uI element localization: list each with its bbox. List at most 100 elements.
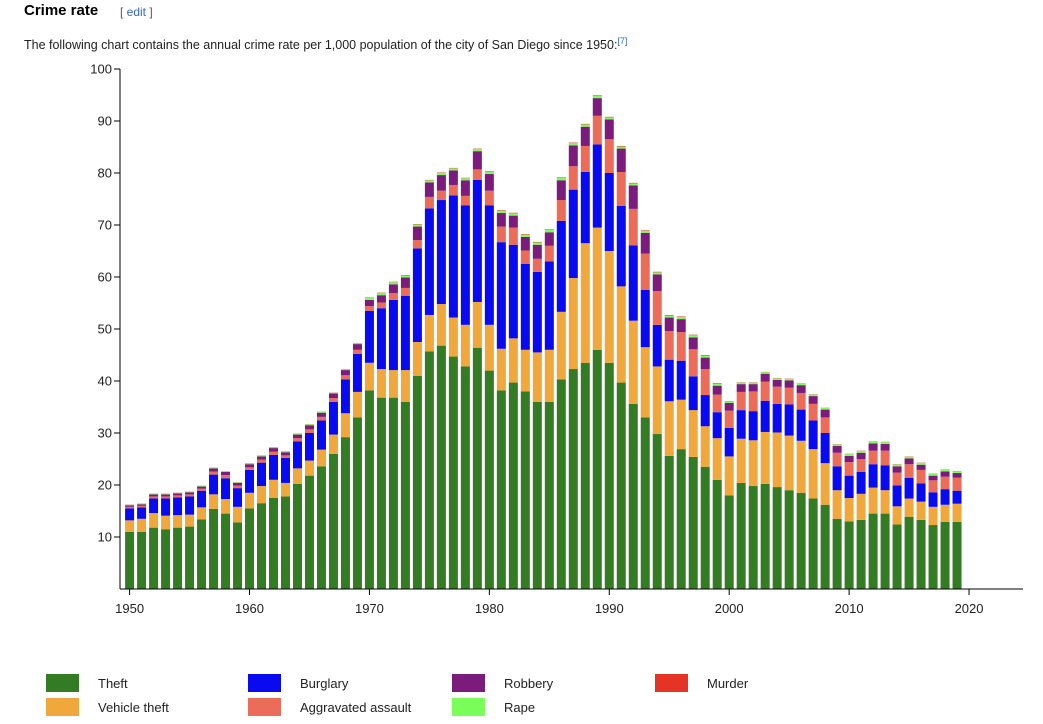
- bar-segment: [940, 469, 950, 472]
- bar-segment: [820, 433, 830, 464]
- bar-segment: [952, 503, 962, 522]
- bar-segment: [748, 384, 758, 392]
- bar-segment: [640, 230, 650, 231]
- bar-segment: [221, 499, 231, 514]
- bar-segment: [436, 175, 446, 191]
- bar-segment: [724, 402, 734, 411]
- bar-segment: [808, 394, 818, 397]
- bar-segment: [221, 513, 231, 589]
- bar-segment: [592, 95, 602, 96]
- bar-segment: [280, 452, 290, 456]
- bar-segment: [544, 229, 554, 233]
- y-tick-label: 90: [98, 114, 112, 129]
- section-heading: Crime rate: [24, 2, 99, 19]
- bar-segment: [556, 311, 566, 380]
- edit-wrapper: [ edit ]: [120, 5, 153, 19]
- bar-segment: [724, 427, 734, 457]
- footnote-ref[interactable]: [7]: [617, 36, 628, 46]
- bar-segment: [520, 391, 530, 589]
- bar-segment: [928, 506, 938, 526]
- y-tick-label: 80: [98, 166, 112, 181]
- bar-segment: [676, 316, 686, 318]
- bar-segment: [304, 424, 314, 426]
- bar-segment: [149, 527, 159, 589]
- bar-segment: [808, 449, 818, 499]
- bar-segment: [149, 496, 159, 499]
- bar-segment: [532, 258, 542, 272]
- bar-segment: [592, 95, 602, 99]
- bar-segment: [388, 299, 398, 371]
- bar-segment: [221, 472, 231, 476]
- bar-segment: [904, 456, 914, 459]
- bar-segment: [328, 392, 338, 394]
- bar-segment: [412, 226, 422, 241]
- bar-segment: [868, 441, 878, 444]
- bar-segment: [149, 498, 159, 514]
- bar-segment: [388, 282, 398, 285]
- bar-segment: [125, 531, 135, 589]
- bar-segment: [904, 464, 914, 478]
- bar-segment: [556, 200, 566, 221]
- bar-segment: [568, 143, 578, 146]
- legend-label: Rape: [504, 700, 535, 715]
- bar-segment: [928, 480, 938, 493]
- legend-label: Murder: [707, 676, 749, 691]
- bar-segment: [364, 390, 374, 589]
- bar-segment: [340, 370, 350, 376]
- bar-segment: [484, 205, 494, 325]
- bar-segment: [856, 472, 866, 494]
- bar-segment: [784, 378, 794, 381]
- legend-swatch: [248, 674, 281, 692]
- legend-swatch: [46, 698, 79, 716]
- bar-segment: [340, 375, 350, 380]
- bar-segment: [304, 425, 314, 430]
- x-tick-label: 1990: [595, 601, 624, 616]
- bar-segment: [520, 236, 530, 251]
- bar-segment: [233, 488, 243, 507]
- bar-segment: [352, 417, 362, 589]
- bar-segment: [376, 369, 386, 398]
- bar-segment: [520, 264, 530, 350]
- bar-segment: [592, 144, 602, 228]
- bar-segment: [688, 456, 698, 589]
- y-tick-label: 10: [98, 530, 112, 545]
- bar-segment: [652, 291, 662, 325]
- y-tick-label: 50: [98, 322, 112, 337]
- bar-segment: [724, 495, 734, 589]
- bar-segment: [484, 171, 494, 175]
- bar-segment: [304, 433, 314, 461]
- bar-segment: [952, 471, 962, 474]
- bar-segment: [352, 344, 362, 350]
- bar-segment: [496, 210, 506, 214]
- bar-segment: [628, 245, 638, 321]
- bar-segment: [304, 460, 314, 476]
- bar-segment: [448, 168, 458, 171]
- legend-label: Robbery: [504, 676, 554, 691]
- legend-label: Vehicle theft: [98, 700, 169, 715]
- bar-segment: [472, 149, 482, 152]
- bar-segment: [712, 394, 722, 413]
- bar-segment: [364, 297, 374, 300]
- bar-segment: [868, 450, 878, 465]
- bar-segment: [808, 498, 818, 589]
- bar-segment: [328, 393, 338, 399]
- bar-segment: [460, 195, 470, 206]
- bar-segment: [568, 142, 578, 144]
- bar-segment: [508, 244, 518, 339]
- bar-segment: [412, 240, 422, 249]
- bar-segment: [496, 242, 506, 349]
- y-tick-label: 100: [90, 62, 112, 77]
- bar-segment: [616, 146, 626, 149]
- bar-segment: [173, 493, 183, 496]
- bar-segment: [868, 443, 878, 451]
- y-tick-label: 40: [98, 374, 112, 389]
- bar-segment: [149, 513, 159, 528]
- bar-segment: [760, 431, 770, 484]
- bar-segment: [880, 513, 890, 589]
- bar-segment: [856, 450, 866, 453]
- bar-segment: [772, 379, 782, 387]
- bar-segment: [688, 334, 698, 336]
- edit-link[interactable]: edit: [126, 5, 147, 19]
- x-tick-label: 1960: [235, 601, 264, 616]
